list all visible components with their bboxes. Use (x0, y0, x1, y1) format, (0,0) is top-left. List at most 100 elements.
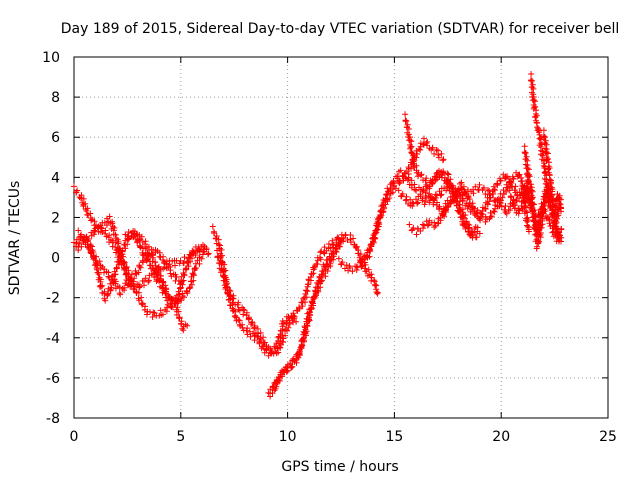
data-point (537, 134, 544, 141)
data-point (224, 283, 230, 290)
data-point (298, 341, 305, 348)
data-point (96, 258, 103, 265)
data-point (524, 223, 531, 230)
x-tick-label: 10 (279, 429, 297, 445)
data-point (465, 203, 472, 210)
y-tick-label: 6 (51, 130, 60, 146)
data-point (131, 275, 138, 282)
x-axis-title: GPS time / hours (281, 459, 398, 475)
data-point (554, 234, 561, 241)
data-point (511, 205, 518, 212)
data-point (142, 275, 149, 282)
data-point (78, 243, 85, 250)
data-point (438, 150, 445, 157)
data-point (549, 186, 556, 193)
data-point (406, 221, 413, 228)
x-tick-labels: 0 5 10 15 20 25 (70, 429, 617, 445)
data-point (486, 198, 493, 205)
data-point (147, 258, 153, 265)
data-point (276, 340, 283, 347)
data-point (461, 215, 468, 222)
data-point (473, 234, 480, 241)
data-point (300, 295, 307, 302)
data-point (203, 246, 210, 253)
data-point (503, 181, 510, 188)
data-point (480, 184, 487, 191)
data-point (98, 225, 105, 232)
y-tick-label: 4 (51, 170, 60, 186)
data-point (317, 256, 324, 263)
data-point (535, 240, 542, 247)
data-point (474, 209, 481, 216)
data-point (507, 193, 514, 200)
data-point (186, 285, 193, 292)
data-point (347, 239, 354, 246)
data-point (419, 188, 426, 195)
y-tick-label: -4 (46, 331, 60, 347)
data-point (219, 252, 225, 259)
data-point (465, 221, 471, 228)
data-point (214, 247, 221, 254)
data-point (549, 222, 556, 229)
data-point (540, 127, 547, 134)
data-point (102, 297, 109, 304)
data-point (405, 176, 412, 182)
data-point (435, 151, 442, 158)
data-point (546, 165, 553, 171)
data-point (338, 238, 344, 245)
data-point (529, 188, 536, 195)
data-point (302, 326, 309, 333)
data-point (400, 173, 407, 180)
data-point (402, 117, 409, 124)
data-point (448, 199, 455, 205)
data-point (184, 290, 191, 297)
data-point (170, 295, 177, 302)
data-point (378, 209, 385, 216)
data-point (172, 262, 178, 269)
data-point (217, 242, 223, 249)
data-point (522, 203, 529, 209)
data-point (260, 334, 267, 341)
data-point (101, 288, 108, 295)
data-point (524, 209, 531, 216)
data-point (102, 227, 109, 234)
data-point (418, 171, 425, 178)
data-point (251, 324, 258, 331)
data-point (436, 203, 443, 210)
data-point (444, 170, 451, 177)
data-point (239, 321, 246, 328)
plot-frame (73, 56, 609, 419)
data-point (156, 249, 163, 256)
data-point (155, 277, 162, 284)
data-point (425, 221, 432, 228)
data-point (361, 259, 368, 266)
data-point (365, 266, 372, 273)
data-point (521, 149, 528, 156)
data-point (198, 255, 205, 262)
data-point (417, 172, 424, 179)
data-point (536, 129, 542, 136)
data-point (434, 199, 440, 206)
data-point (184, 322, 191, 329)
data-point (78, 231, 85, 238)
data-point (327, 260, 334, 267)
data-point (125, 281, 132, 288)
data-point (524, 218, 531, 225)
data-point (124, 241, 131, 248)
data-point (526, 228, 532, 235)
data-point (142, 238, 149, 245)
data-point (437, 217, 444, 224)
data-point (167, 267, 174, 274)
data-point (387, 185, 394, 192)
data-point (429, 180, 436, 187)
data-point (465, 193, 472, 200)
data-point (366, 246, 372, 253)
data-point (139, 259, 146, 265)
data-point (549, 229, 556, 236)
data-point (188, 281, 195, 288)
data-point (489, 191, 496, 197)
data-point (497, 177, 504, 184)
data-point (153, 271, 160, 278)
data-point (175, 308, 182, 315)
data-point (532, 103, 539, 110)
